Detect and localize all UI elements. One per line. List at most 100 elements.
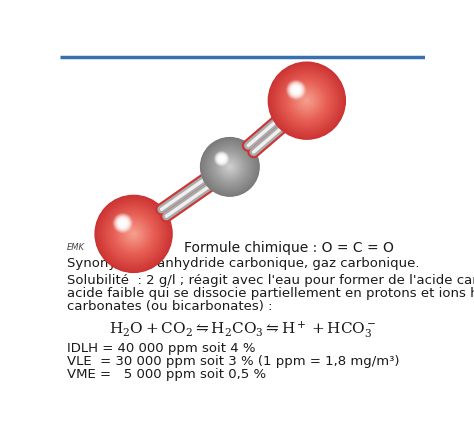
Circle shape xyxy=(209,146,251,188)
Text: VLE  = 30 000 ppm soit 3 % (1 ppm = 1,8 mg/m³): VLE = 30 000 ppm soit 3 % (1 ppm = 1,8 m… xyxy=(66,355,399,368)
Circle shape xyxy=(295,89,319,112)
Circle shape xyxy=(108,208,159,260)
Text: VME =   5 000 ppm soit 0,5 %: VME = 5 000 ppm soit 0,5 % xyxy=(66,368,266,381)
Circle shape xyxy=(106,206,161,262)
Circle shape xyxy=(210,147,249,187)
Circle shape xyxy=(283,77,330,124)
Circle shape xyxy=(103,204,164,264)
Circle shape xyxy=(285,79,328,123)
Circle shape xyxy=(294,88,298,92)
Circle shape xyxy=(228,165,232,169)
Circle shape xyxy=(110,210,157,258)
Circle shape xyxy=(277,71,337,130)
Circle shape xyxy=(272,65,342,136)
Circle shape xyxy=(228,164,232,169)
Circle shape xyxy=(115,215,152,253)
Circle shape xyxy=(220,157,239,177)
Circle shape xyxy=(98,198,169,269)
Circle shape xyxy=(99,199,168,269)
Circle shape xyxy=(227,164,233,170)
Circle shape xyxy=(216,153,228,164)
Circle shape xyxy=(123,224,144,244)
Circle shape xyxy=(123,223,145,245)
Circle shape xyxy=(97,197,170,270)
Circle shape xyxy=(218,155,242,179)
Circle shape xyxy=(220,157,223,161)
Circle shape xyxy=(302,96,311,105)
Circle shape xyxy=(101,201,166,267)
Circle shape xyxy=(217,154,243,179)
Circle shape xyxy=(121,222,146,246)
Circle shape xyxy=(119,219,148,249)
Circle shape xyxy=(222,160,237,174)
Circle shape xyxy=(288,82,326,119)
Circle shape xyxy=(290,84,302,96)
Circle shape xyxy=(204,141,255,193)
Circle shape xyxy=(118,219,127,228)
Circle shape xyxy=(96,196,172,272)
Circle shape xyxy=(208,145,252,189)
Circle shape xyxy=(286,79,328,122)
Circle shape xyxy=(219,156,225,161)
Circle shape xyxy=(282,76,332,126)
Circle shape xyxy=(118,218,128,228)
Text: carbonates (ou bicarbonates) :: carbonates (ou bicarbonates) : xyxy=(66,300,272,313)
Circle shape xyxy=(111,211,156,256)
Circle shape xyxy=(221,158,222,159)
Circle shape xyxy=(120,220,126,226)
Circle shape xyxy=(288,82,304,98)
Circle shape xyxy=(116,216,152,252)
Circle shape xyxy=(273,67,341,135)
Circle shape xyxy=(225,161,235,172)
Circle shape xyxy=(121,221,146,247)
Circle shape xyxy=(268,62,346,139)
Circle shape xyxy=(292,85,322,116)
Circle shape xyxy=(201,138,259,196)
Circle shape xyxy=(290,83,302,96)
Circle shape xyxy=(300,93,314,108)
Circle shape xyxy=(294,88,298,91)
Circle shape xyxy=(297,90,317,111)
Circle shape xyxy=(292,86,300,93)
Circle shape xyxy=(274,68,339,133)
Circle shape xyxy=(220,157,239,176)
Circle shape xyxy=(219,155,225,162)
Text: IDLH = 40 000 ppm soit 4 %: IDLH = 40 000 ppm soit 4 % xyxy=(66,342,255,355)
Text: Formule chimique : O = C = O: Formule chimique : O = C = O xyxy=(183,241,393,255)
Text: acide faible qui se dissocie partiellement en protons et ions hydrogèno-: acide faible qui se dissocie partielleme… xyxy=(66,287,474,300)
Circle shape xyxy=(293,87,320,114)
Circle shape xyxy=(219,157,240,177)
Circle shape xyxy=(295,89,319,113)
Circle shape xyxy=(130,230,137,238)
Circle shape xyxy=(122,223,123,224)
Circle shape xyxy=(124,224,143,243)
Circle shape xyxy=(114,214,132,232)
Circle shape xyxy=(216,153,244,181)
Circle shape xyxy=(219,156,224,161)
Circle shape xyxy=(118,218,149,249)
Circle shape xyxy=(280,74,334,127)
Circle shape xyxy=(284,78,329,123)
Circle shape xyxy=(213,150,246,183)
Circle shape xyxy=(117,217,129,229)
Circle shape xyxy=(279,72,335,129)
Circle shape xyxy=(270,64,343,137)
Circle shape xyxy=(275,69,339,133)
Circle shape xyxy=(271,65,343,137)
Circle shape xyxy=(219,157,224,161)
Circle shape xyxy=(217,154,226,163)
Circle shape xyxy=(113,213,154,254)
Circle shape xyxy=(204,142,255,192)
Circle shape xyxy=(114,215,153,253)
Circle shape xyxy=(110,211,157,257)
Circle shape xyxy=(215,152,228,166)
Circle shape xyxy=(210,147,250,187)
Circle shape xyxy=(215,152,245,182)
Circle shape xyxy=(272,66,341,135)
Circle shape xyxy=(291,85,301,95)
Circle shape xyxy=(205,142,255,192)
Circle shape xyxy=(213,150,247,184)
Circle shape xyxy=(227,164,233,170)
Circle shape xyxy=(226,163,234,171)
Circle shape xyxy=(116,217,151,251)
